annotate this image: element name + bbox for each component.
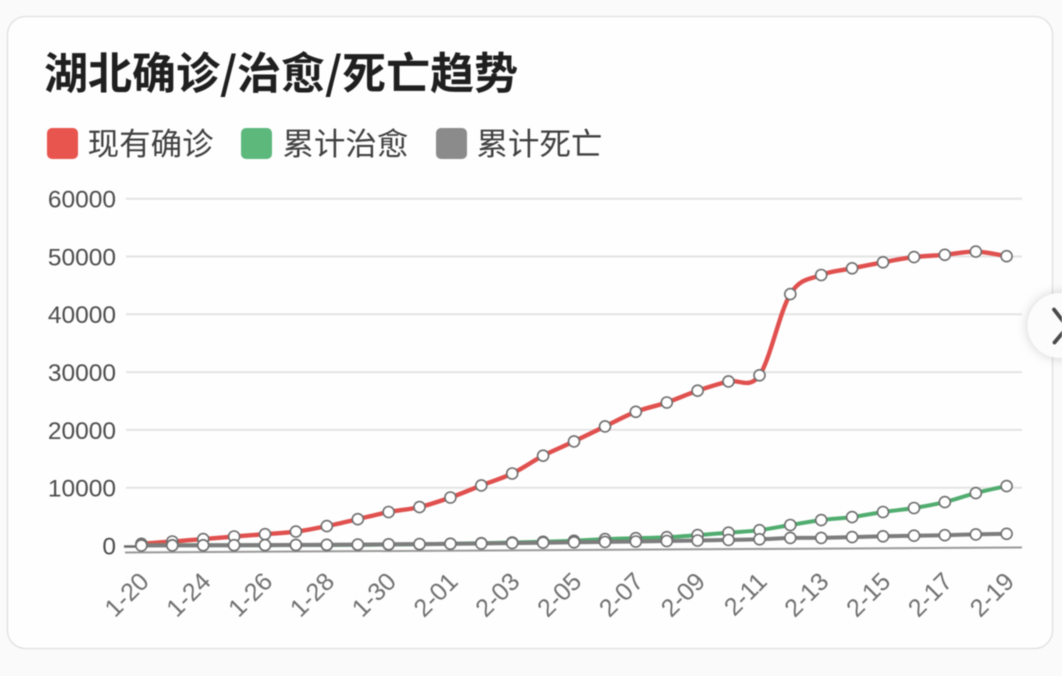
svg-text:30000: 30000 [48, 360, 116, 387]
svg-text:20000: 20000 [48, 418, 116, 445]
svg-text:0: 0 [102, 533, 116, 560]
svg-text:40000: 40000 [48, 302, 116, 329]
svg-text:50000: 50000 [48, 244, 116, 271]
svg-text:60000: 60000 [48, 187, 116, 214]
svg-text:10000: 10000 [48, 476, 116, 503]
